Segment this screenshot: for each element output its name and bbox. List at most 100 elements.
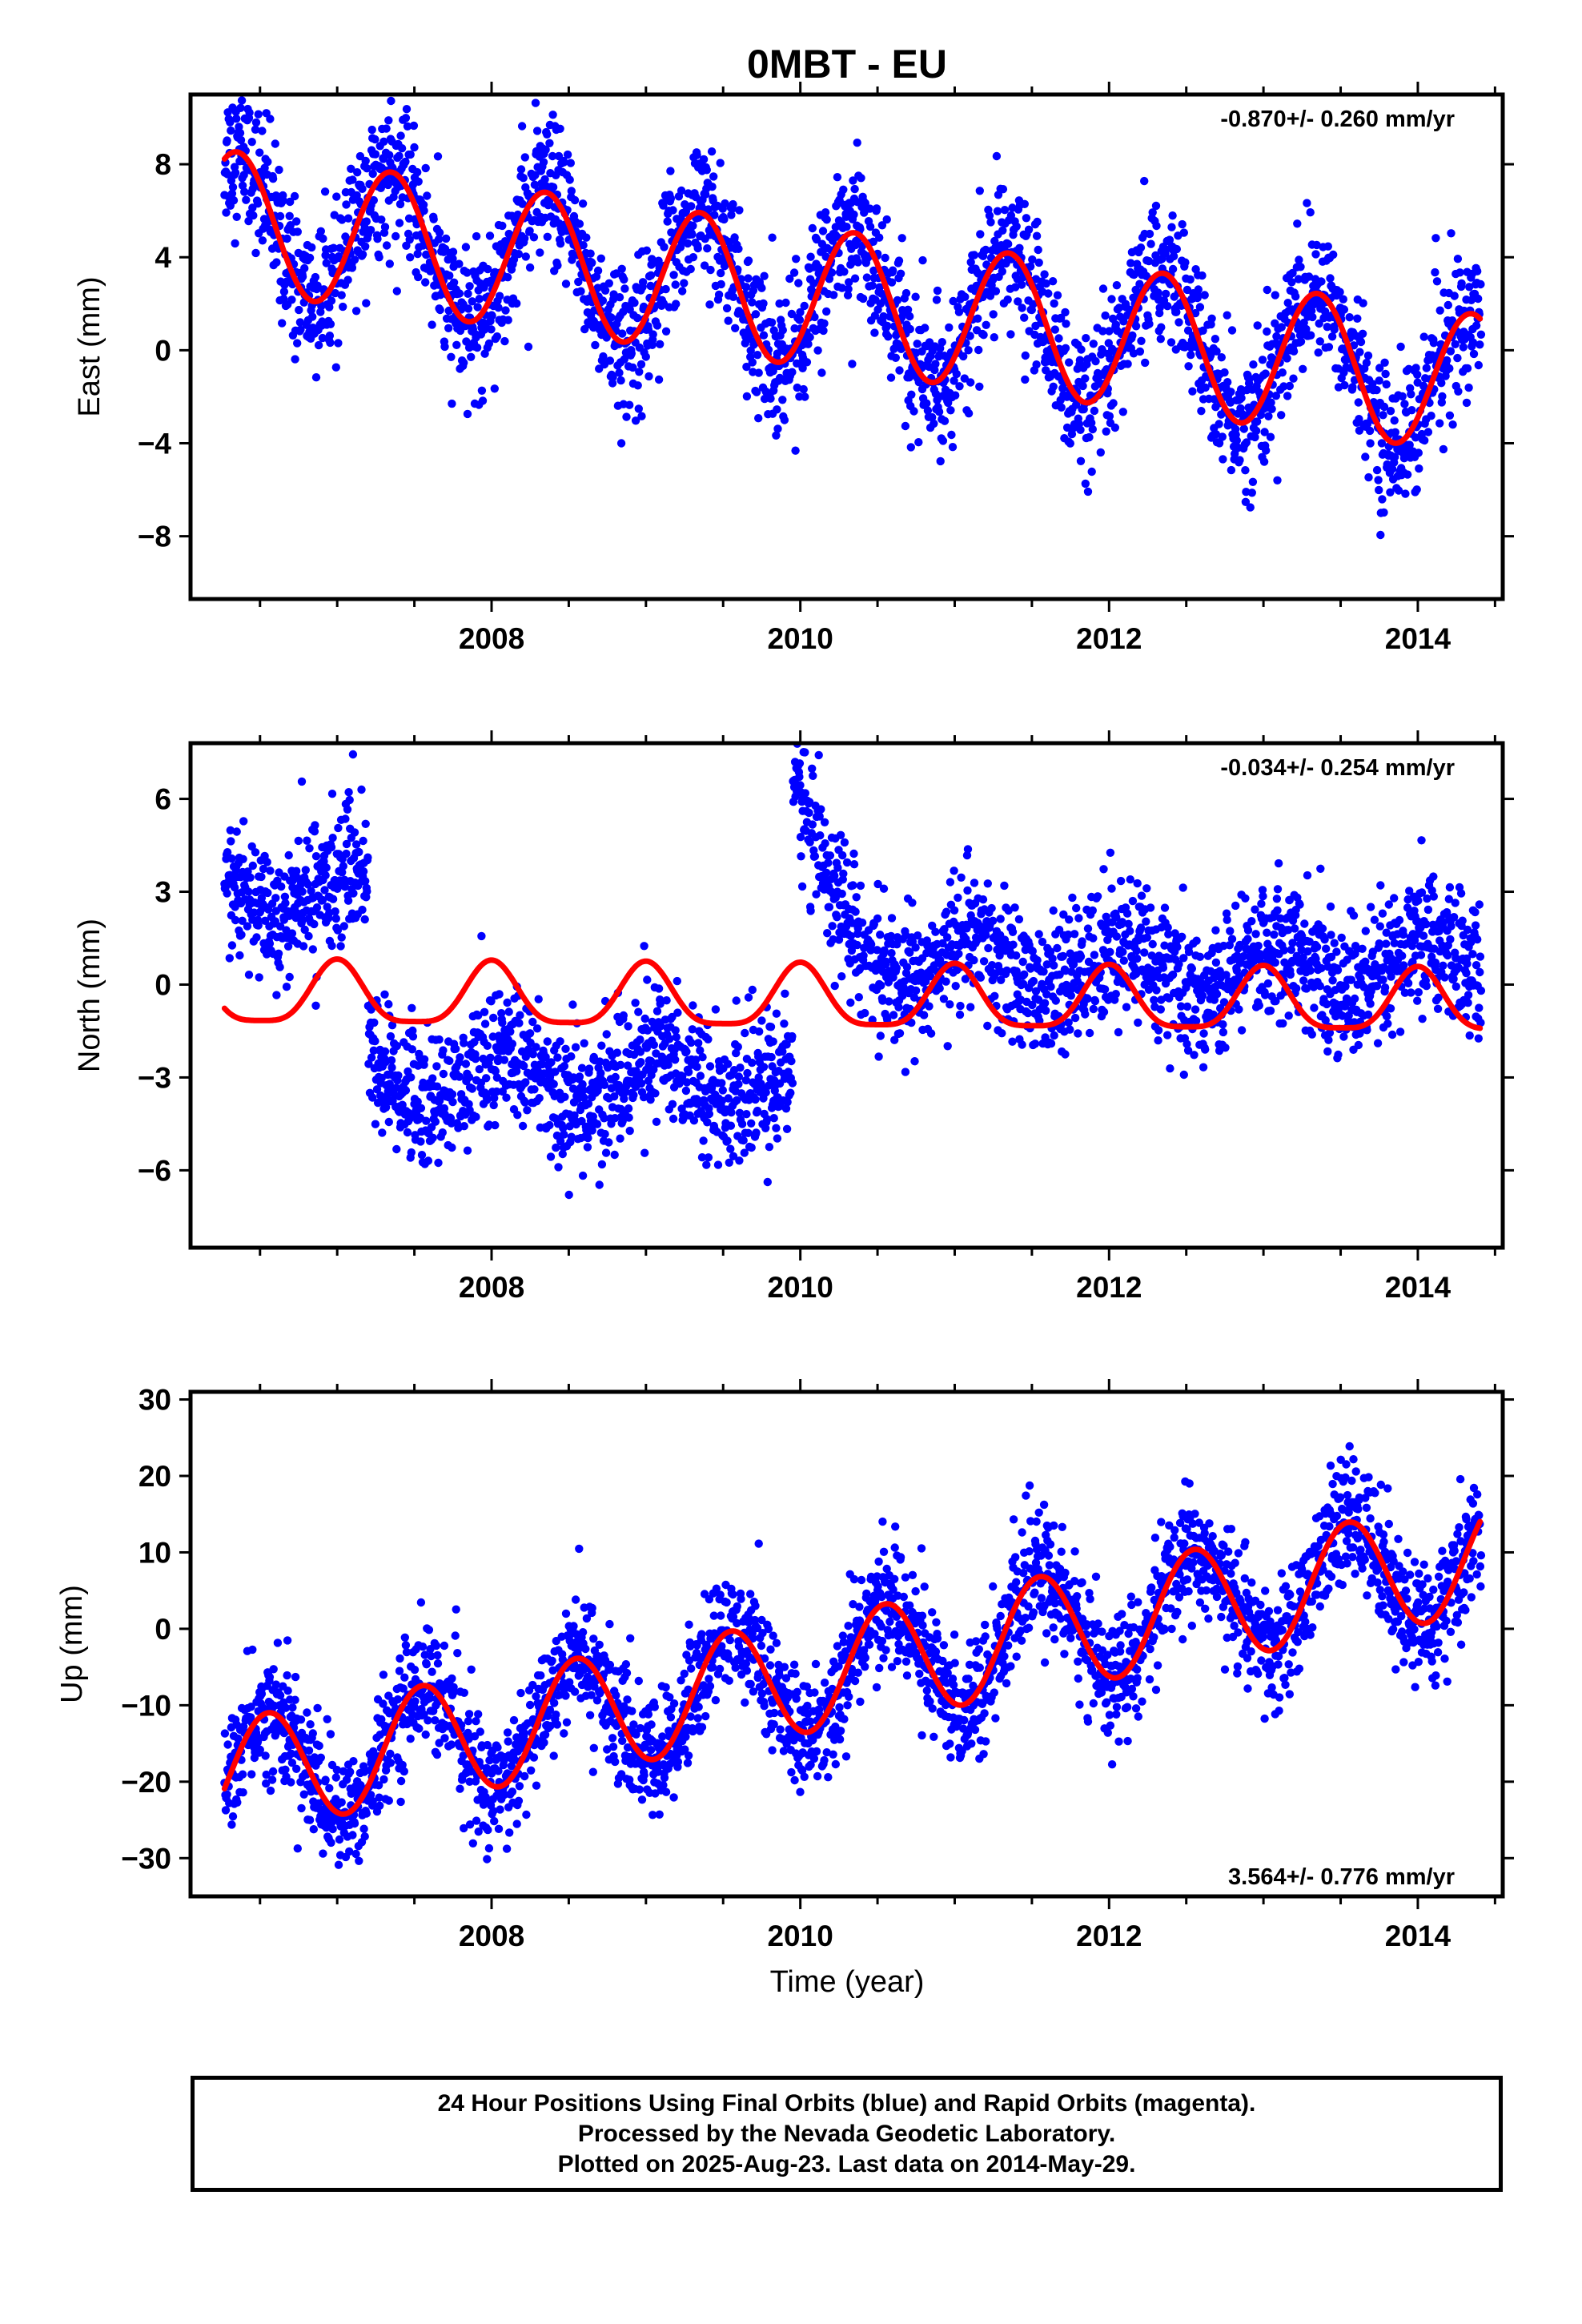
data-point: [577, 1063, 587, 1072]
data-point: [627, 349, 636, 358]
data-point: [1021, 351, 1030, 360]
data-point: [1133, 954, 1142, 963]
data-point: [952, 369, 962, 379]
data-point: [847, 946, 857, 955]
data-point: [428, 320, 436, 329]
data-point: [1118, 918, 1126, 927]
data-point: [1083, 487, 1093, 497]
data-point: [993, 207, 1002, 215]
data-point: [492, 332, 502, 341]
data-point: [263, 888, 272, 898]
data-point: [1178, 219, 1186, 229]
data-point: [773, 349, 782, 358]
data-point: [245, 108, 254, 117]
data-point: [607, 313, 616, 322]
data-point: [978, 895, 988, 904]
data-point: [240, 187, 249, 196]
data-point: [549, 1080, 558, 1089]
data-point: [580, 1039, 588, 1048]
data-point: [699, 155, 709, 164]
data-point: [853, 258, 863, 267]
data-point: [1029, 976, 1038, 986]
data-point: [1076, 456, 1086, 465]
data-point: [1168, 970, 1178, 979]
data-point: [724, 1094, 733, 1103]
data-point: [543, 232, 552, 241]
data-point: [741, 283, 751, 292]
data-point: [630, 298, 639, 308]
data-point: [951, 982, 960, 991]
data-point: [1028, 947, 1038, 955]
data-point: [956, 1001, 965, 1011]
data-point: [808, 223, 817, 233]
data-point: [1078, 937, 1086, 946]
data-point: [950, 376, 958, 385]
data-point: [571, 1043, 580, 1051]
data-point: [1148, 939, 1157, 949]
data-point: [1263, 285, 1272, 295]
data-point: [795, 316, 805, 324]
data-point: [733, 1043, 742, 1051]
data-point: [660, 243, 669, 251]
data-point: [840, 267, 849, 276]
data-point: [1044, 289, 1053, 298]
data-point: [579, 1086, 588, 1095]
data-point: [892, 963, 901, 973]
data-point: [1172, 244, 1182, 254]
data-point: [255, 148, 264, 157]
data-point: [341, 814, 350, 823]
data-point: [343, 275, 352, 284]
data-point: [1101, 311, 1110, 320]
data-point: [778, 326, 787, 335]
data-point: [1375, 376, 1383, 385]
data-point: [1105, 327, 1114, 336]
data-point: [311, 373, 321, 382]
data-point: [287, 929, 297, 938]
data-point: [1167, 223, 1176, 231]
data-point: [420, 206, 428, 215]
data-point: [1093, 892, 1102, 901]
data-point: [713, 1160, 723, 1169]
data-point: [1085, 1028, 1094, 1038]
data-point: [320, 886, 329, 895]
data-point: [987, 961, 997, 970]
data-point: [285, 972, 294, 982]
data-point: [299, 942, 308, 951]
data-point: [787, 309, 797, 319]
data-point: [1135, 347, 1145, 356]
data-point: [1109, 399, 1118, 408]
data-point: [468, 1084, 476, 1093]
data-point: [225, 954, 234, 963]
data-point: [611, 1072, 620, 1082]
data-point: [975, 382, 984, 391]
data-point: [560, 1062, 569, 1071]
data-point: [1069, 959, 1078, 969]
data-point: [631, 999, 640, 1007]
data-point: [1476, 330, 1486, 339]
data-point: [1145, 320, 1154, 328]
data-point: [1033, 955, 1042, 965]
data-point: [744, 256, 753, 265]
data-point: [715, 256, 725, 265]
data-point: [343, 805, 352, 814]
data-point: [1462, 398, 1472, 408]
data-point: [887, 278, 897, 287]
data-point: [1263, 327, 1271, 336]
data-point: [298, 272, 307, 281]
data-point: [1407, 406, 1416, 415]
data-point: [539, 158, 548, 167]
data-point: [624, 1104, 633, 1113]
data-point: [1049, 906, 1058, 915]
data-point: [1411, 364, 1420, 372]
data-point: [1142, 933, 1152, 942]
data-point: [1194, 285, 1203, 294]
data-point: [1000, 881, 1009, 891]
data-point: [518, 1121, 528, 1131]
data-point: [604, 279, 613, 287]
data-point: [1191, 1005, 1200, 1014]
data-point: [1111, 990, 1121, 999]
data-point: [1090, 996, 1100, 1006]
data-point: [873, 946, 881, 955]
data-point: [636, 1058, 645, 1067]
